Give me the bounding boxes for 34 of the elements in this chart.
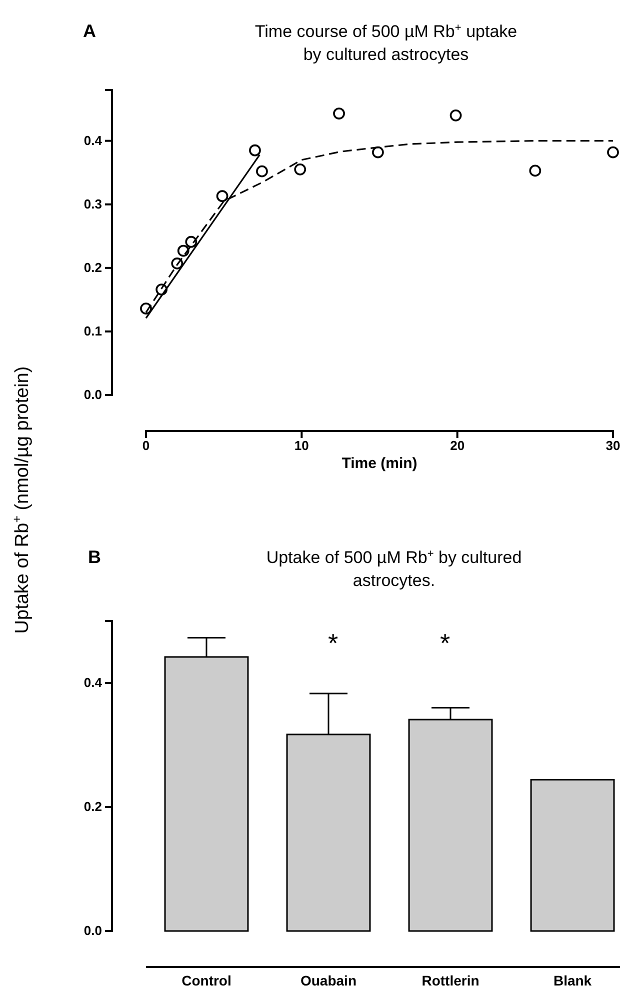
point (216, 190, 228, 202)
x-tick-label: 0 (142, 438, 150, 454)
x-axis-title: Time (min) (342, 455, 418, 472)
x-tick-label: Rottlerin (422, 972, 480, 988)
chart-title: Uptake of 500 µM Rb$^{+}$ by cultured astrocytes. (266, 548, 522, 590)
point (294, 163, 306, 176)
y-tick-label: 0.3 (84, 196, 102, 212)
point (372, 146, 384, 158)
y-tick-label: 0.4 (84, 132, 103, 148)
annotation: * (328, 628, 338, 658)
point (607, 146, 619, 158)
point (249, 144, 261, 156)
point (450, 109, 462, 122)
text: A (83, 21, 96, 41)
y-tick-label: 0.2 (84, 260, 102, 276)
point (256, 165, 268, 178)
x-tick-label: 20 (450, 438, 465, 454)
y-tick-label: 0.1 (84, 324, 102, 339)
y-tick-label: 0.0 (84, 387, 102, 402)
bar (530, 778, 615, 932)
text: B (88, 547, 101, 567)
x-tick-label: Control (182, 972, 232, 988)
x-tick-label: 10 (294, 438, 309, 454)
x-tick-label: 30 (606, 438, 620, 454)
x-tick-label: Ouabain (300, 972, 356, 988)
y-tick-label: 0.4 (84, 675, 103, 690)
y-tick-label: 0.2 (84, 799, 102, 814)
chart-title: Time course of 500 µM Rb$^{+}$ uptake by cultured astrocytes (254, 22, 518, 64)
point (529, 164, 542, 177)
point (185, 236, 198, 248)
y-tick-label: 0.0 (84, 923, 102, 938)
annotation: * (440, 628, 450, 658)
point (333, 108, 345, 120)
x-tick-label: Blank (553, 972, 592, 988)
